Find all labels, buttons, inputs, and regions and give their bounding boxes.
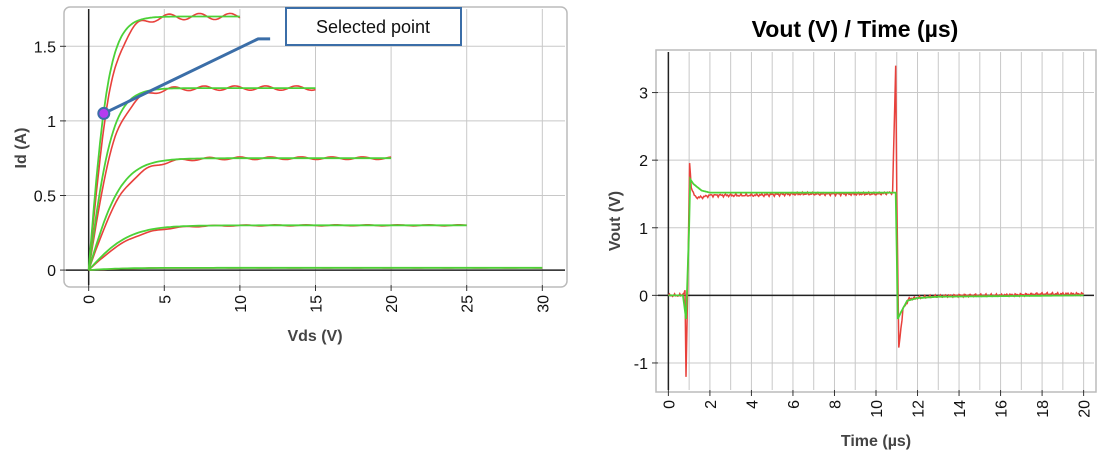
vout-y-tick-label: 1: [639, 221, 648, 238]
iv-y-tick-label: 1: [47, 114, 56, 131]
iv-x-axis-label: Vds (V): [287, 328, 342, 345]
iv-y-ticks: 0 0.5 1 1.5: [34, 39, 66, 280]
vout-x-tick-label: 20: [1077, 400, 1094, 418]
iv-x-tick-label: 10: [233, 295, 250, 313]
vout-y-tick-label: 2: [639, 153, 648, 170]
vout-x-axis-label: Time (µs): [841, 433, 911, 450]
iv-x-tick-label: 15: [309, 295, 326, 313]
annotation-box: [285, 7, 462, 46]
iv-y-axis-label: Id (A): [13, 128, 30, 169]
iv-measured-curve: [87, 12, 241, 271]
iv-chart: 0 5 10 15 20 25 30 0 0.5 1 1.5 Vds (V) Id (A) Sel…: [13, 6, 568, 345]
vout-y-tick-label: 0: [639, 288, 648, 305]
selected-point-marker[interactable]: [97, 106, 111, 120]
vout-x-tick-label: 6: [786, 400, 803, 409]
iv-x-ticks: 0 5 10 15 20 25 30: [82, 285, 552, 313]
iv-x-tick-label: 20: [384, 295, 401, 313]
vout-grid: [658, 52, 1094, 390]
selected-point-annotation: Selected point: [97, 7, 462, 120]
iv-y-tick-label: 0.5: [34, 188, 56, 205]
iv-simulated-curve: [88, 224, 467, 271]
vout-chart: Vout (V) / Time (µs) 0 2 4 6 8 10 12 14 16 18 20 -…: [607, 16, 1097, 450]
vout-y-tick-label: -1: [634, 356, 648, 373]
iv-y-tick-label: 1.5: [34, 39, 56, 56]
vout-x-tick-label: 0: [661, 400, 678, 409]
iv-x-tick-label: 30: [535, 295, 552, 313]
annotation-leader-line: [103, 37, 271, 115]
vout-y-axis-label: Vout (V): [607, 191, 624, 251]
iv-simulated-curve: [87, 15, 240, 271]
vout-x-tick-label: 16: [994, 400, 1011, 418]
annotation-label: Selected point: [316, 17, 430, 37]
iv-x-tick-label: 0: [82, 295, 99, 304]
vout-y-ticks: -1 0 1 2 3: [634, 86, 658, 373]
iv-simulated-curve: [87, 157, 392, 271]
vout-x-tick-label: 18: [1035, 400, 1052, 418]
iv-x-tick-label: 5: [157, 295, 174, 304]
iv-simulated-curve: [88, 266, 543, 271]
vout-x-tick-label: 12: [911, 400, 928, 418]
vout-chart-title: Vout (V) / Time (µs): [752, 16, 959, 42]
iv-zero-lines: [66, 9, 565, 285]
vout-x-tick-label: 14: [952, 400, 969, 418]
vout-y-tick-label: 3: [639, 86, 648, 103]
vout-x-ticks: 0 2 4 6 8 10 12 14 16 18 20: [661, 390, 1094, 418]
vout-x-tick-label: 2: [703, 400, 720, 409]
iv-y-tick-label: 0: [47, 263, 56, 280]
vout-x-tick-label: 4: [744, 400, 761, 409]
vout-simulated-curve: [668, 176, 1084, 320]
iv-measured-curve: [87, 85, 316, 271]
iv-x-tick-label: 25: [460, 295, 477, 313]
vout-curves: [667, 65, 1084, 377]
vout-x-tick-label: 8: [827, 400, 844, 409]
vout-x-tick-label: 10: [869, 400, 886, 418]
